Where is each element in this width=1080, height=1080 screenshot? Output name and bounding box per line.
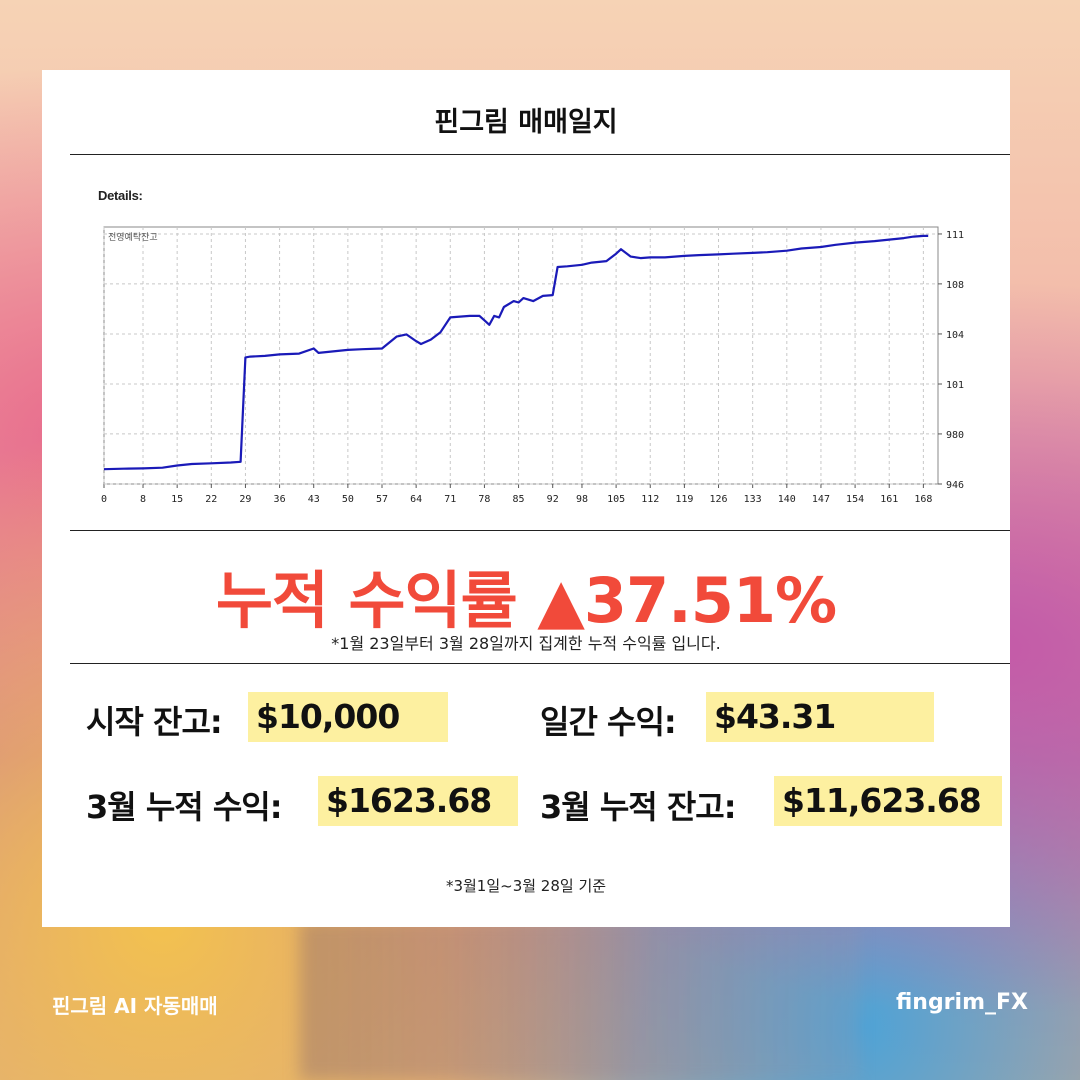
y-tick-label: 10478 — [946, 330, 964, 341]
x-tick-label: 154 — [846, 494, 864, 505]
x-tick-label: 126 — [709, 494, 727, 505]
x-tick-label: 71 — [444, 494, 456, 505]
x-tick-label: 36 — [274, 494, 286, 505]
x-tick-label: 64 — [410, 494, 422, 505]
balance-series-line — [103, 234, 929, 471]
balance-chart-svg: 0 8 15 22 29 36 43 50 57 64 71 78 85 92 98 105 112 119 126… — [101, 226, 964, 505]
cumulative-return-headline: 누적 수익률 ▲37.51% — [215, 564, 837, 637]
y-tick-label: 10816 — [946, 280, 964, 291]
x-tick-label: 161 — [880, 494, 898, 505]
divider — [70, 663, 1010, 664]
x-tick-label: 112 — [641, 494, 659, 505]
daily-profit-label: 일간 수익: — [540, 703, 677, 741]
y-tick-label: 11153 — [946, 230, 964, 241]
x-tick-label: 8 — [140, 494, 146, 505]
x-tick-label: 133 — [744, 494, 762, 505]
x-tick-label: 92 — [547, 494, 559, 505]
march-profit-value: $1623.68 — [318, 776, 518, 826]
x-tick-label: 0 — [101, 494, 107, 505]
divider — [70, 530, 1010, 531]
y-tick-label: 9803 — [946, 430, 964, 441]
x-tick-label: 50 — [342, 494, 354, 505]
journal-card: 핀그림 매매일지 Details: 0 8 15 22 29 36 43 50 57 64 71 78… — [42, 70, 1010, 927]
x-tick-label: 29 — [239, 494, 251, 505]
march-profit-label: 3월 누적 수익: — [86, 788, 283, 826]
chart-details-label: Details: — [98, 188, 143, 203]
chart-frame — [103, 226, 939, 485]
x-tick-label: 147 — [812, 494, 830, 505]
x-tick-label: 168 — [914, 494, 932, 505]
x-tick-label: 85 — [513, 494, 525, 505]
page-title: 핀그림 매매일지 — [434, 107, 618, 138]
daily-profit-value: $43.31 — [706, 692, 934, 742]
start-balance-value: $10,000 — [248, 692, 448, 742]
brand-handle: fingrim_FX — [895, 990, 1028, 1015]
period-footnote: *3월1일~3월 28일 기준 — [445, 877, 607, 895]
x-tick-label: 140 — [778, 494, 796, 505]
brand-left-text: 핀그림 AI 자동매매 — [52, 994, 218, 1018]
chart-legend-label: 전영예탁잔고 — [108, 231, 158, 243]
x-tick-label: 22 — [205, 494, 217, 505]
x-tick-label: 57 — [376, 494, 388, 505]
background-blur — [300, 920, 860, 1080]
x-tick-label: 78 — [478, 494, 490, 505]
x-tick-label: 15 — [171, 494, 183, 505]
x-tick-label: 43 — [308, 494, 320, 505]
x-tick-label: 98 — [576, 494, 588, 505]
cumulative-return-note: *1월 23일부터 3월 28일까지 집계한 누적 수익률 입니다. — [331, 634, 721, 653]
march-balance-label: 3월 누적 잔고: — [540, 788, 737, 826]
march-balance-value: $11,623.68 — [774, 776, 1002, 826]
y-tick-label: 10140 — [946, 380, 964, 391]
y-tick-label: 9465 — [946, 480, 964, 491]
x-tick-label: 119 — [675, 494, 693, 505]
balance-chart: Details: 0 8 15 22 29 36 43 50 57 64 71 78 85 92 98 105… — [94, 182, 964, 512]
start-balance-label: 시작 잔고: — [86, 703, 223, 741]
divider — [70, 154, 1010, 155]
x-tick-label: 105 — [607, 494, 625, 505]
